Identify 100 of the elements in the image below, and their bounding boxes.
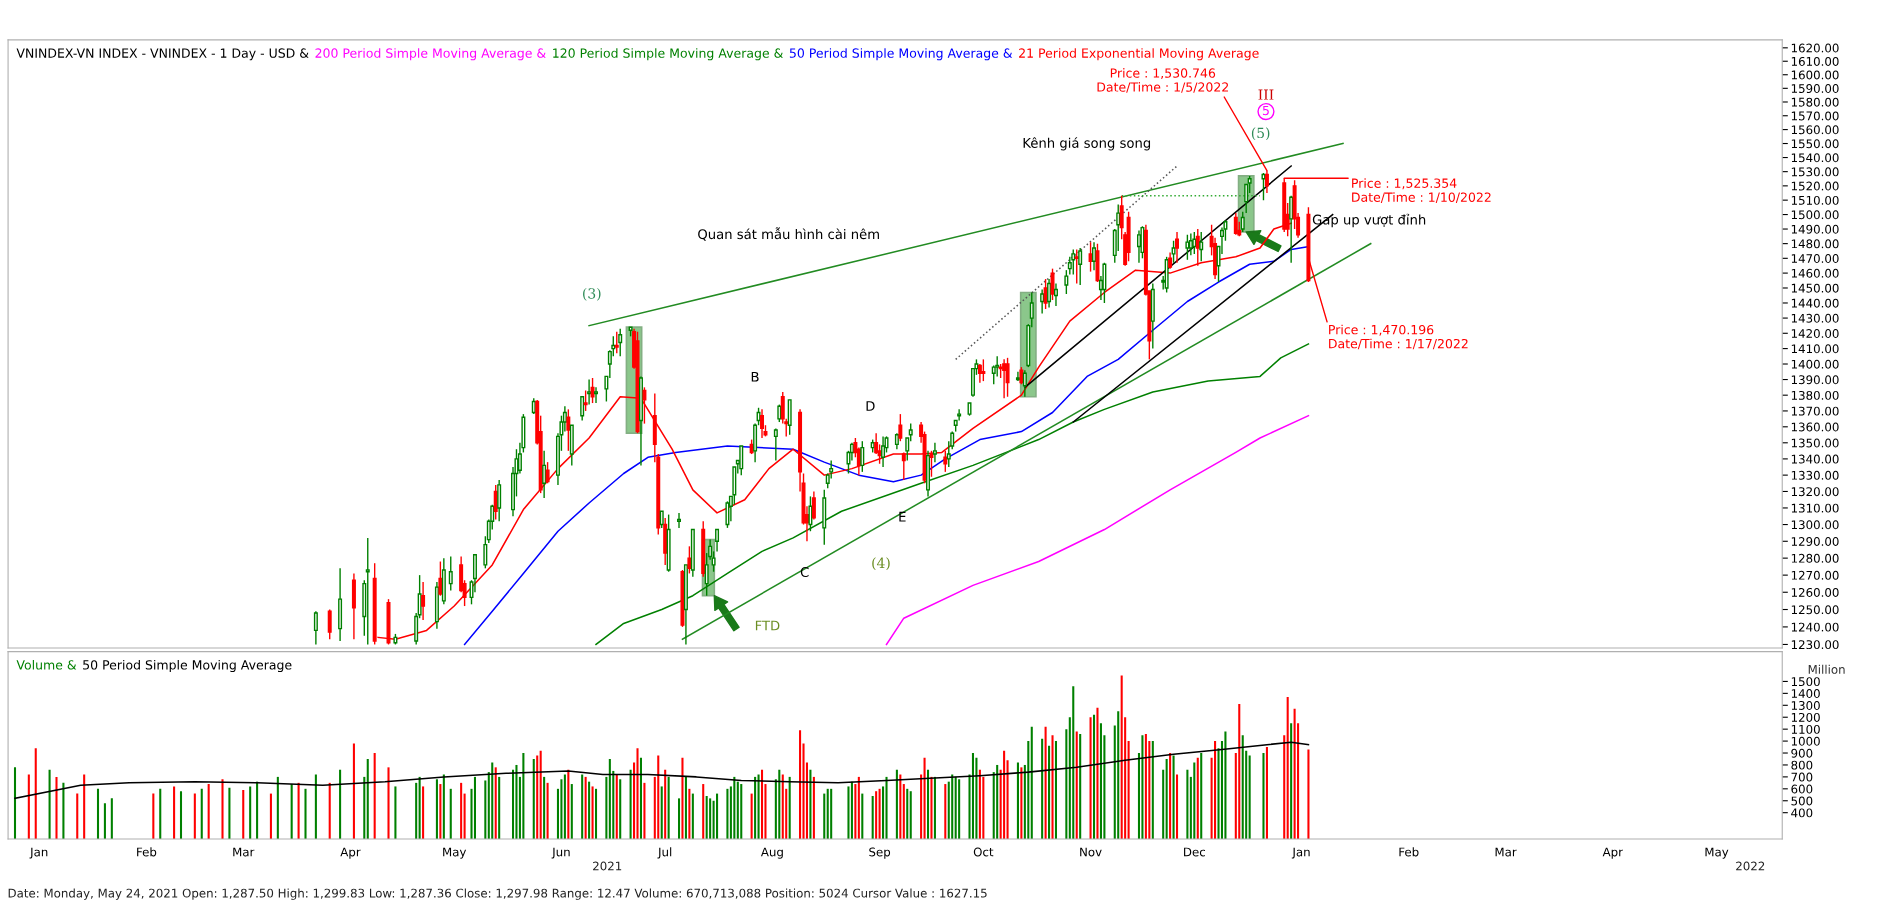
y-tick-label: 1300	[1791, 701, 1820, 710]
y-tick-label: 1400	[1791, 689, 1820, 699]
text: 200 Period Simple Moving Average &	[315, 48, 546, 61]
y-tick-label: 900	[1791, 748, 1813, 758]
candlestick	[583, 389, 588, 412]
y-tick-label: 1270.00	[1791, 570, 1839, 580]
y-tick-label: 1380.00	[1791, 390, 1839, 400]
y-tick-label: 1500.00	[1791, 210, 1839, 220]
candlestick	[566, 408, 571, 452]
x-tick-label: Jun	[551, 847, 570, 859]
y-tick-label: 1340.00	[1791, 454, 1839, 464]
y-tick-label: 1320.00	[1791, 487, 1839, 497]
candlestick	[725, 500, 730, 529]
y-tick-label: 1450.00	[1791, 283, 1839, 293]
x-tick-label: Aug	[760, 847, 783, 859]
y-tick-label: 1360.00	[1791, 422, 1839, 432]
line-series	[14, 741, 1310, 800]
y-tick-label: 1330.00	[1791, 470, 1839, 480]
y-tick-label: 1490.00	[1791, 224, 1839, 234]
candlestick	[594, 386, 599, 404]
candlestick	[932, 442, 937, 463]
candlestick	[687, 545, 692, 575]
candlestick	[1053, 282, 1058, 307]
candlestick	[1240, 210, 1245, 233]
y-tick-label: 1530.00	[1791, 167, 1839, 177]
x-tick-label: May	[1705, 847, 1729, 859]
y-axis-title: Million	[1808, 664, 1845, 674]
candlestick	[438, 560, 443, 597]
candlestick	[829, 459, 834, 480]
candlestick	[715, 528, 720, 553]
candlestick	[421, 581, 426, 621]
annotation: Kênh giá song song	[1023, 137, 1151, 151]
candlestick	[898, 413, 903, 442]
annotation: (3)	[583, 287, 601, 301]
candlestick	[590, 377, 595, 404]
candlestick	[313, 610, 318, 646]
y-tick-label: 1300.00	[1791, 520, 1839, 530]
annotation: (4)	[872, 557, 890, 571]
text: Date: Monday, May 24, 2021 Open: 1,287.50 High: 1,299.83 Low: 1,287.36 Close: 1,297.98 Range: 12.47 Volume: 670,713,088 Position: 5024 Cursor Value : 1627.15	[8, 888, 987, 900]
candlestick	[1022, 369, 1027, 398]
y-tick-label: 600	[1791, 784, 1813, 794]
x-tick-label: Mar	[233, 847, 255, 857]
annotation: (5)	[1251, 127, 1270, 141]
x-tick-label: Dec	[1184, 847, 1205, 857]
candlestick	[860, 440, 865, 473]
x-tick-label: May	[443, 847, 467, 859]
x-tick-label: Oct	[973, 847, 994, 857]
annotation: 5	[1262, 105, 1269, 116]
y-tick-label: 1440.00	[1791, 298, 1839, 308]
text: 50 Period Simple Moving Average	[83, 659, 292, 673]
x-tick-label: Apr	[340, 847, 361, 859]
annotation: Price : 1,530.746 Date/Time : 1/5/2022	[1097, 68, 1229, 93]
y-tick-label: 1260.00	[1791, 587, 1839, 597]
y-tick-label: 1620.00	[1791, 43, 1839, 53]
y-tick-label: 1580.00	[1791, 97, 1839, 107]
y-tick-label: 1200	[1791, 712, 1820, 722]
y-tick-label: 1390.00	[1791, 375, 1839, 385]
x-tick-label: Jan	[1291, 847, 1310, 859]
text: VNINDEX-VN INDEX - VNINDEX - 1 Day - USD &	[16, 48, 309, 61]
y-tick-label: 1240.00	[1791, 622, 1839, 632]
line-series	[595, 343, 1310, 646]
candlestick	[977, 363, 982, 384]
y-tick-label: 1310.00	[1791, 503, 1839, 513]
y-tick-label: 1560.00	[1791, 125, 1839, 135]
candlestick	[677, 512, 682, 529]
candlestick	[580, 396, 585, 422]
y-tick-label: 1460.00	[1791, 268, 1839, 278]
y-tick-label: 1430.00	[1791, 313, 1839, 323]
x-tick-label: Jan	[29, 847, 48, 859]
candlestick	[943, 450, 948, 473]
y-tick-label: 1550.00	[1791, 139, 1839, 149]
y-tick-label: 1480.00	[1791, 239, 1839, 249]
candlestick	[1015, 371, 1020, 382]
candlestick	[1171, 240, 1176, 264]
candlestick	[1192, 231, 1197, 255]
candlestick	[1116, 203, 1121, 252]
annotation: Quan sát mẫu hình cài nêm	[698, 227, 879, 241]
candlestick	[1047, 278, 1052, 309]
text: 2021	[593, 861, 622, 871]
x-tick-label: Sep	[869, 847, 891, 859]
y-tick-label: 700	[1791, 772, 1813, 782]
candlestick	[1050, 267, 1055, 301]
y-tick-label: 1410.00	[1791, 344, 1839, 354]
y-tick-label: 1370.00	[1791, 406, 1839, 416]
candlestick	[1175, 231, 1180, 264]
x-tick-label: Feb	[137, 847, 157, 857]
candlestick	[1002, 358, 1007, 400]
candlestick	[1078, 247, 1083, 286]
candlestick	[1185, 234, 1190, 261]
candlestick	[773, 427, 778, 462]
y-tick-label: 1350.00	[1791, 438, 1839, 448]
candlestick	[1261, 172, 1266, 201]
y-tick-label: 1250.00	[1791, 605, 1839, 615]
y-tick-label: 1600.00	[1791, 70, 1839, 80]
text: 21 Period Exponential Moving Average	[1019, 48, 1259, 61]
candlestick	[327, 608, 332, 640]
candlestick	[811, 490, 816, 521]
y-tick-label: 1100	[1791, 724, 1820, 734]
y-tick-label: 1290.00	[1791, 537, 1839, 546]
candlestick	[1005, 357, 1010, 398]
